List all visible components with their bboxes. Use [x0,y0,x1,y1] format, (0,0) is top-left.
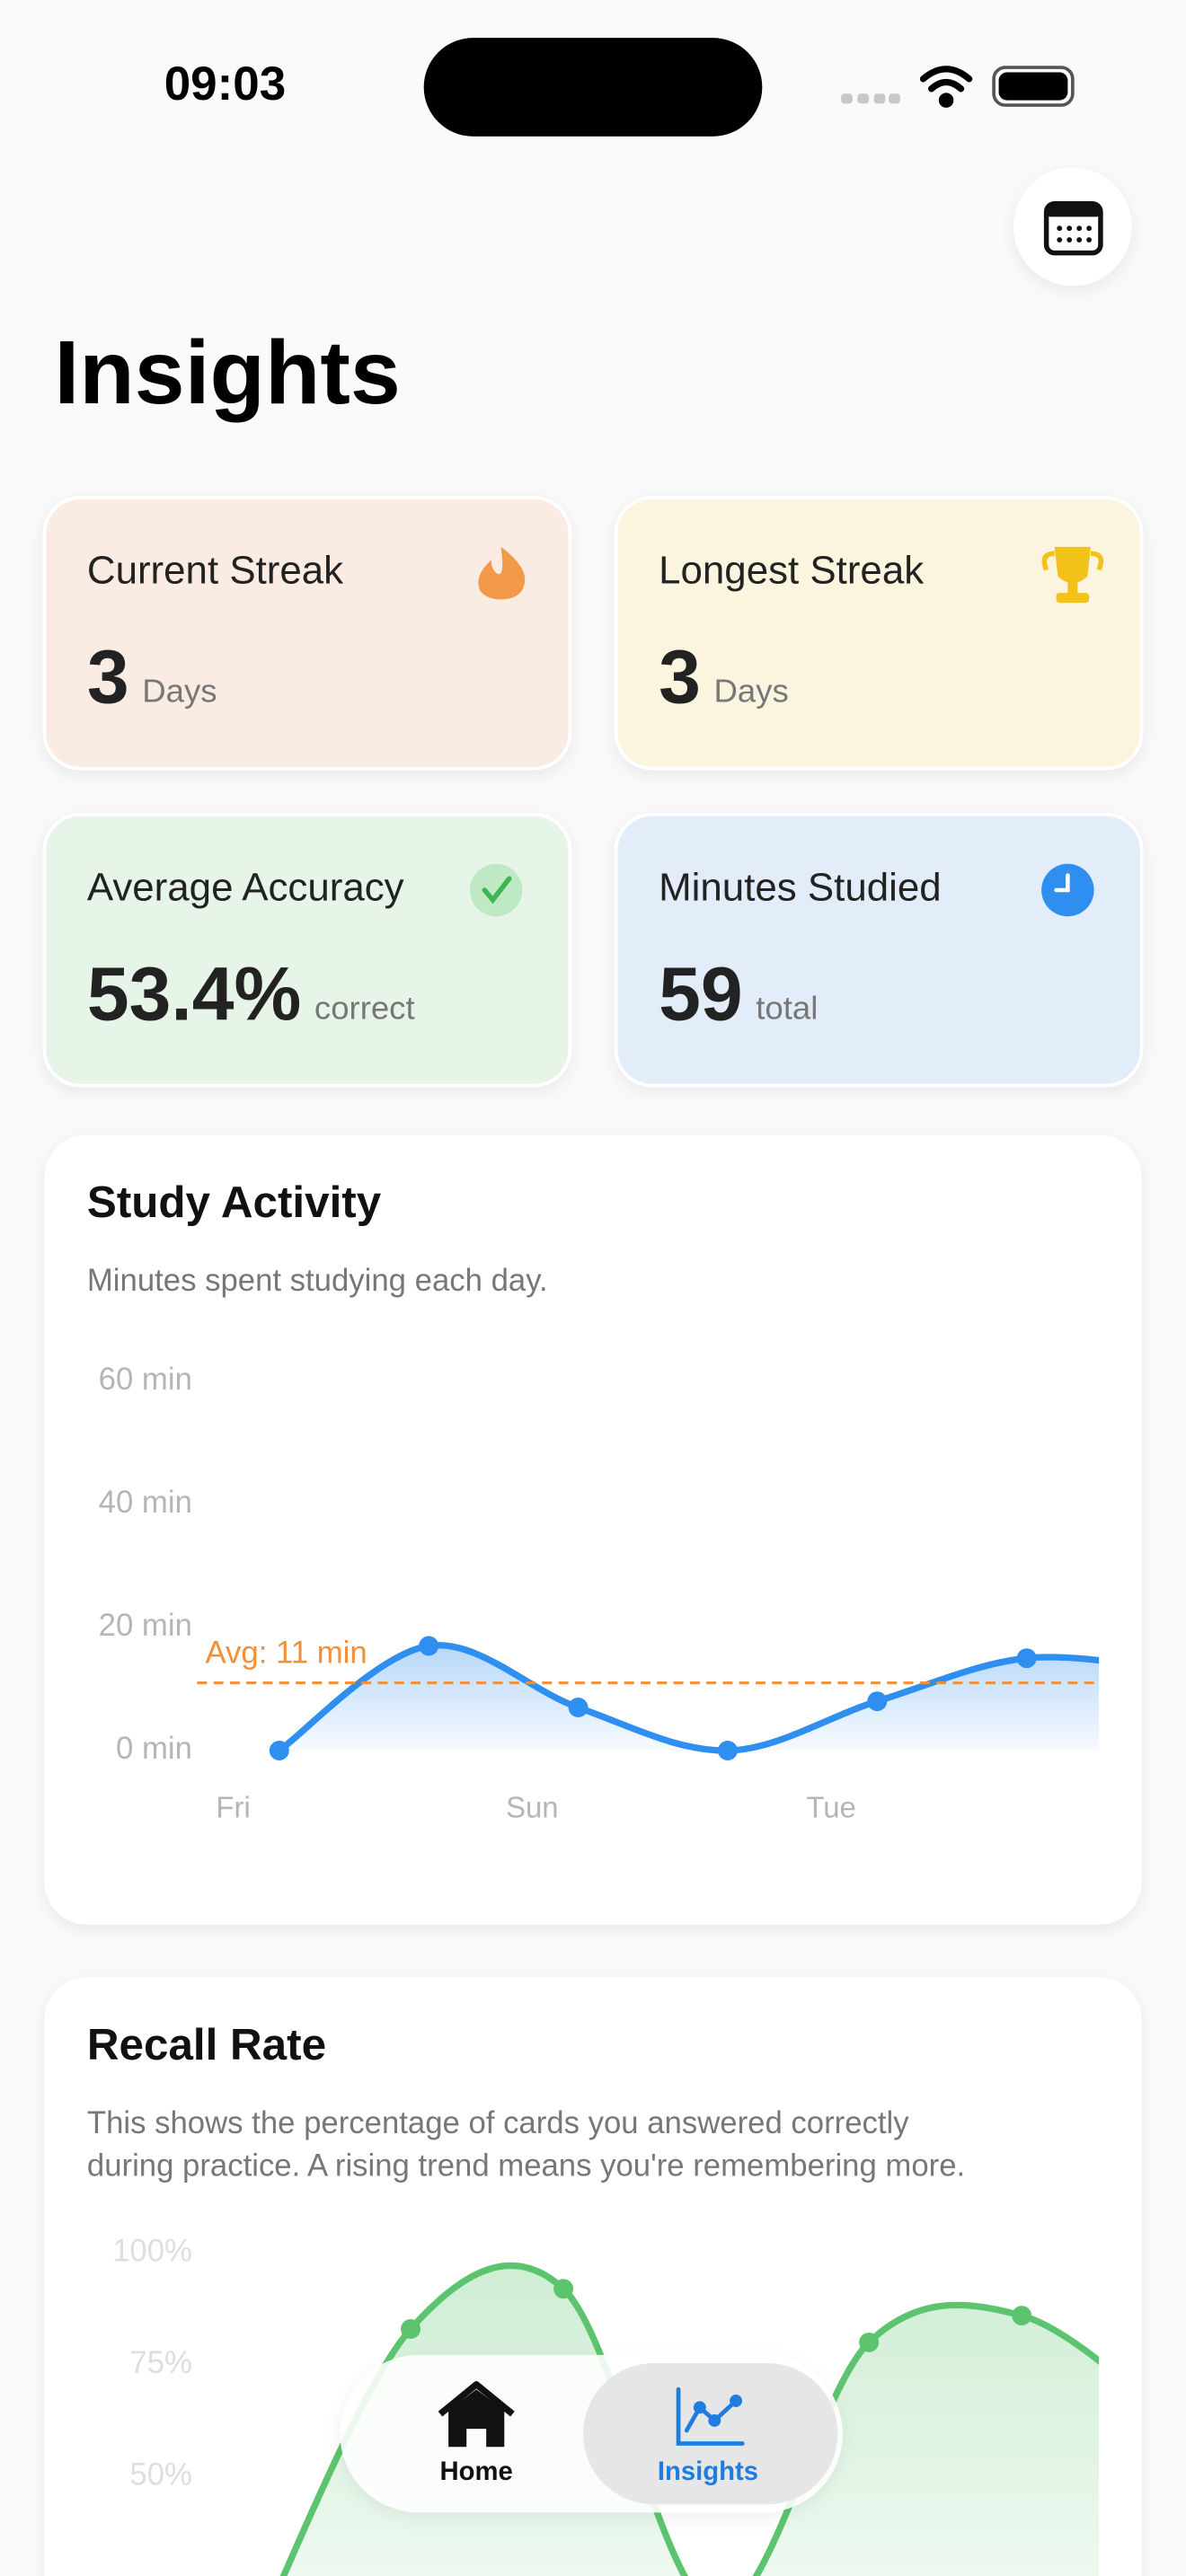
flame-icon [478,546,526,600]
stat-card [42,813,572,1088]
card-value-line: 3 Days [87,635,217,719]
average-label: Avg: 11 min [206,1636,367,1671]
chart-subtitle: during practice. A rising trend means yo… [87,2149,965,2183]
card-value: 53.4% [87,952,301,1037]
card-value: 3 [87,635,129,719]
card-title: Minutes Studied [659,866,942,910]
card-value: 3 [659,635,701,719]
point [568,1698,589,1717]
dynamic-island [423,38,763,137]
card-unit: Days [714,672,789,709]
card-title: Current Streak [87,549,343,593]
trophy-icon [1041,546,1104,604]
tab-selected [583,2362,838,2505]
check-icon [469,863,523,917]
point [553,2279,574,2299]
check-mark [482,876,512,904]
line [279,2262,1100,2576]
chart-subtitle: This shows the percentage of cards you a… [87,2106,909,2140]
point [1012,2306,1032,2326]
calendar-icon [1043,201,1103,256]
y-tick-label: 20 min [99,1609,192,1643]
card-unit: total [756,989,818,1026]
y-tick-label: 60 min [99,1363,192,1397]
chart-subtitle: Minutes spent studying each day. [87,1264,548,1298]
calendar-button[interactable] [1013,167,1132,287]
x-tick-label: Tue [806,1791,855,1824]
tab-label[interactable]: Insights [658,2457,758,2486]
stat-card [614,496,1144,771]
y-tick-label: 40 min [99,1486,192,1520]
card-unit: correct [314,989,415,1026]
y-tick-label: 0 min [116,1732,192,1766]
point [419,1636,439,1656]
y-tick-label: 50% [129,2457,192,2492]
signal [841,93,900,104]
trophy-base [1056,593,1090,604]
wifi [919,66,973,108]
battery [992,66,1075,107]
stat-card [42,496,572,771]
card-value-line: 59 total [659,952,818,1037]
x-tick-label: Fri [216,1791,250,1824]
chart-title: Recall Rate [87,2020,326,2069]
plot [197,1636,1100,1760]
point [867,1691,888,1712]
y-tick-label: 100% [112,2235,192,2269]
stat-card [614,813,1144,1088]
x-tick-label: Sun [506,1791,559,1824]
page-title: Insights [54,322,400,423]
tab-label[interactable]: Home [440,2457,513,2486]
battery-level [998,72,1068,101]
trophy-cup [1054,546,1091,584]
trophy-handles [1041,551,1104,571]
clock-hands [1054,873,1070,893]
card-value-line: 53.4% correct [87,952,415,1037]
card-title: Average Accuracy [87,866,404,910]
insights-icon [676,2386,745,2446]
chart-title: Study Activity [87,1178,382,1227]
card-unit: Days [142,672,217,709]
point [859,2332,880,2352]
point [269,1741,289,1760]
trophy-stem [1067,579,1078,595]
area [279,1645,1100,1751]
card-title: Longest Streak [659,549,924,593]
status-time: 09:03 [164,57,287,110]
home-icon [438,2381,515,2448]
point [401,2319,421,2339]
point [717,1741,738,1760]
chart-card [44,1134,1142,1925]
point [1016,1648,1037,1669]
card-value: 59 [659,952,743,1037]
card-value-line: 3 Days [659,635,789,719]
y-tick-label: 75% [129,2346,192,2380]
